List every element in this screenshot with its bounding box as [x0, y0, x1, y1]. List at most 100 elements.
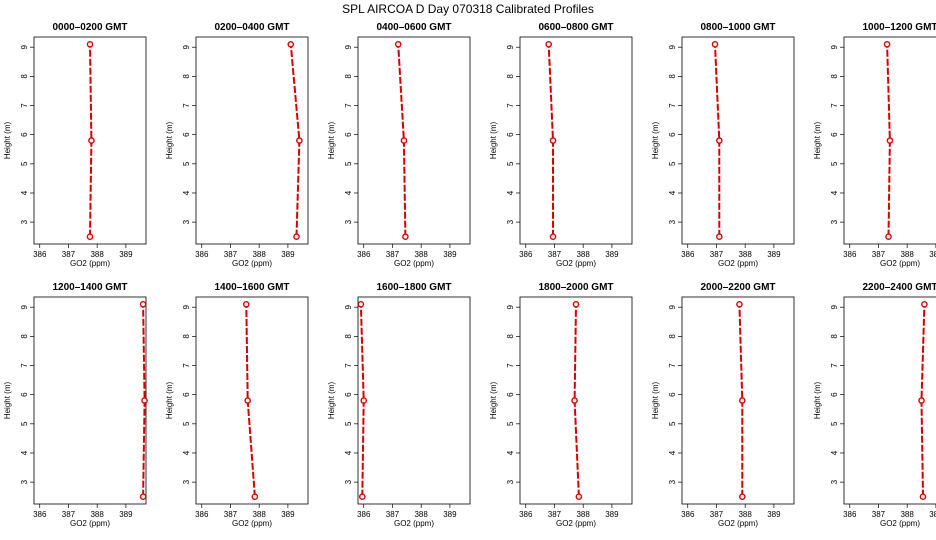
- plot-frame: [843, 296, 936, 505]
- y-tick-label: 7: [830, 103, 839, 108]
- y-tick-label: 8: [830, 334, 839, 339]
- y-tick-label: 3: [830, 479, 839, 484]
- y-tick-label: 9: [344, 44, 353, 49]
- data-point: [545, 40, 553, 48]
- y-axis-label: Height (m): [3, 121, 12, 159]
- x-tick-label: 386: [357, 510, 371, 519]
- y-axis-label: Height (m): [327, 381, 336, 419]
- y-tick-label: 3: [506, 479, 515, 484]
- data-point: [139, 300, 147, 308]
- y-tick-label: 9: [20, 44, 29, 49]
- y-tick-label: 9: [830, 44, 839, 49]
- y-axis-label: Height (m): [165, 121, 174, 159]
- plot-frame: [195, 296, 309, 505]
- x-tick-label: 386: [357, 250, 371, 259]
- y-tick-label: 4: [344, 190, 353, 195]
- plot-frame: [357, 36, 471, 245]
- x-tick-label: 387: [548, 250, 562, 259]
- x-tick-label: 387: [710, 510, 724, 519]
- y-tick-label: 9: [506, 304, 515, 309]
- x-tick-label: 386: [843, 510, 857, 519]
- x-tick-label: 388: [576, 510, 590, 519]
- data-point: [918, 397, 925, 404]
- plot-frame: [681, 296, 795, 505]
- y-tick-label: 7: [20, 363, 29, 368]
- data-point: [571, 397, 578, 404]
- y-tick-label: 3: [344, 219, 353, 224]
- y-tick-label: 4: [506, 450, 515, 455]
- x-tick-label: 387: [224, 250, 238, 259]
- data-point: [251, 493, 259, 501]
- panel-11: 2000–2200 GMT 386 387 388 389 3 4 5 6 7 8 9 GO2 (ppm…: [651, 282, 795, 528]
- y-tick-label: 9: [182, 304, 191, 309]
- y-tick-label: 4: [20, 190, 29, 195]
- y-tick-label: 3: [668, 219, 677, 224]
- data-point: [394, 40, 402, 48]
- y-tick-label: 4: [182, 450, 191, 455]
- data-point: [287, 40, 295, 48]
- y-axis-label: Height (m): [489, 121, 498, 159]
- x-tick-label: 388: [252, 250, 266, 259]
- y-tick-label: 9: [344, 304, 353, 309]
- y-tick-label: 5: [668, 161, 677, 166]
- y-tick-label: 4: [506, 190, 515, 195]
- y-tick-label: 4: [344, 450, 353, 455]
- x-tick-label: 387: [224, 510, 238, 519]
- data-point: [919, 493, 927, 501]
- y-tick-label: 9: [506, 44, 515, 49]
- y-tick-label: 5: [344, 161, 353, 166]
- data-point: [244, 397, 251, 404]
- y-tick-label: 6: [668, 392, 677, 397]
- x-tick-label: 389: [119, 250, 133, 259]
- x-axis-label: GO2 (ppm): [70, 519, 110, 528]
- x-tick-label: 389: [767, 510, 781, 519]
- y-tick-label: 5: [830, 161, 839, 166]
- y-tick-label: 9: [668, 44, 677, 49]
- y-tick-label: 8: [506, 334, 515, 339]
- y-tick-label: 8: [830, 74, 839, 79]
- x-tick-label: 389: [605, 510, 619, 519]
- y-tick-label: 6: [344, 132, 353, 137]
- y-tick-label: 5: [182, 421, 191, 426]
- y-axis-label: Height (m): [327, 121, 336, 159]
- y-tick-label: 8: [344, 74, 353, 79]
- y-tick-label: 4: [668, 190, 677, 195]
- data-point: [402, 233, 409, 241]
- x-tick-label: 389: [929, 250, 936, 259]
- y-tick-label: 7: [668, 103, 677, 108]
- panel-title: 0000–0200 GMT: [52, 22, 127, 33]
- data-point: [736, 300, 743, 308]
- y-tick-label: 3: [20, 219, 29, 224]
- panel-10: 1800–2000 GMT 386 387 388 389 3 4 5 6 7 8 9 GO2 (ppm…: [489, 282, 633, 528]
- y-tick-label: 5: [344, 421, 353, 426]
- x-axis-label: GO2 (ppm): [556, 519, 596, 528]
- y-tick-label: 7: [830, 363, 839, 368]
- panel-3: 0400–0600 GMT 386 387 388 389 3 4 5 6 7 8 9 GO2 (ppm…: [327, 22, 471, 268]
- data-point: [921, 300, 928, 308]
- y-tick-label: 9: [830, 304, 839, 309]
- y-tick-label: 7: [20, 103, 29, 108]
- y-tick-label: 8: [20, 74, 29, 79]
- x-tick-label: 389: [605, 250, 619, 259]
- y-tick-label: 3: [20, 479, 29, 484]
- data-point: [400, 137, 408, 144]
- x-tick-label: 386: [33, 510, 47, 519]
- data-point: [549, 233, 557, 241]
- data-point: [357, 300, 365, 308]
- panel-title: 2000–2200 GMT: [700, 282, 775, 293]
- y-tick-label: 3: [668, 479, 677, 484]
- x-tick-label: 388: [900, 510, 914, 519]
- panel-title: 0400–0600 GMT: [376, 22, 451, 33]
- y-tick-label: 5: [20, 161, 29, 166]
- y-tick-label: 3: [182, 479, 191, 484]
- y-tick-label: 7: [668, 363, 677, 368]
- x-tick-label: 386: [195, 510, 209, 519]
- y-tick-label: 6: [20, 132, 29, 137]
- data-point: [711, 40, 719, 48]
- x-tick-label: 389: [767, 250, 781, 259]
- x-tick-label: 386: [681, 510, 695, 519]
- x-tick-label: 386: [519, 250, 533, 259]
- y-tick-label: 6: [344, 392, 353, 397]
- data-point: [739, 397, 746, 404]
- panel-1: 0000–0200 GMT 386 387 388 389 3 4 5 6 7 8 9 GO2 (ppm…: [3, 22, 147, 268]
